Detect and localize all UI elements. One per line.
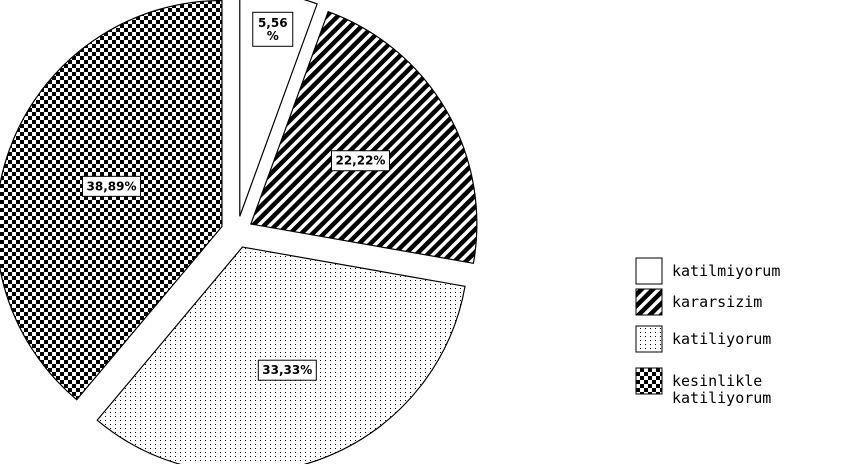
pie-slice-kesinlikle-katiliyorum <box>0 0 223 401</box>
legend-item: katilmiyorum <box>635 257 780 285</box>
slice-value-label: 38,89% <box>82 175 142 197</box>
legend-label: kesinlikle <box>672 372 762 390</box>
slice-label-text: 22,22% <box>335 154 385 168</box>
legend-label: katiliyorum <box>672 330 771 348</box>
slices-layer <box>0 0 478 464</box>
pie-slice-katilmiyorum <box>239 0 318 217</box>
legend-item: katiliyorum <box>635 325 771 353</box>
slice-label-text: 38,89% <box>87 179 137 193</box>
legend-swatch <box>635 367 663 395</box>
slice-label-box <box>257 359 317 381</box>
slice-value-label: 22,22% <box>330 150 390 172</box>
legend: katilmiyorumkararsizimkatiliyorumkesinli… <box>635 257 780 407</box>
slice-value-label: 5,56% <box>252 11 294 47</box>
legend-item: kararsizim <box>635 288 762 316</box>
pie-slice-katiliyorum <box>96 246 466 464</box>
legend-label: katiliyorum <box>672 389 771 407</box>
slice-label-text: % <box>267 29 279 43</box>
legend-label: katilmiyorum <box>672 262 780 280</box>
legend-swatch <box>635 325 663 353</box>
slice-label-box <box>252 11 294 47</box>
legend-swatch <box>635 288 663 316</box>
slice-label-text: 33,33% <box>262 363 312 377</box>
legend-label: kararsizim <box>672 293 762 311</box>
slice-value-label: 33,33% <box>257 359 317 381</box>
slice-label-box <box>330 150 390 172</box>
slice-label-box <box>82 175 142 197</box>
pie-slice-kararsizim <box>250 10 478 264</box>
slice-label-text: 5,56 <box>258 16 288 30</box>
slice-labels-layer: 5,56% 22,22% 33,33% 38,89% <box>82 11 390 381</box>
legend-swatch <box>635 257 663 285</box>
